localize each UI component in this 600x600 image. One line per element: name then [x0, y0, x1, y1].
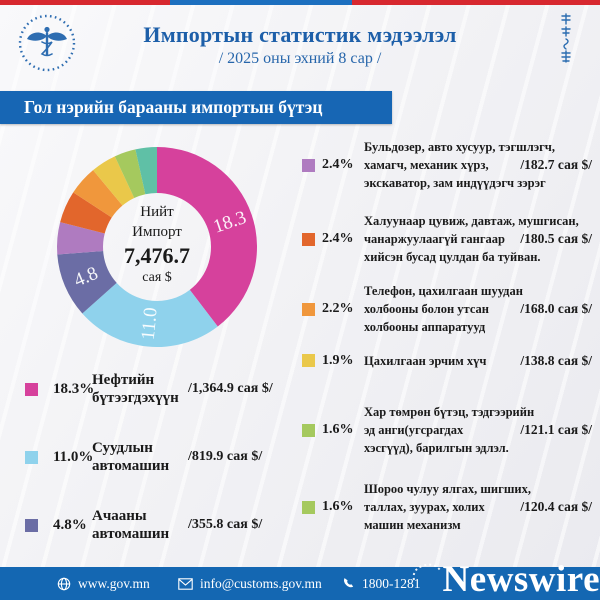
mongolian-script-icon	[561, 13, 571, 63]
donut-slice	[157, 147, 258, 327]
legend-percent: 18.3%	[53, 380, 95, 397]
legend-value: /355.8 сая $/	[188, 517, 263, 532]
legend-swatch	[302, 500, 315, 514]
strip-red-left	[0, 0, 170, 5]
legend-swatch	[302, 354, 315, 367]
legend-swatch	[302, 232, 315, 246]
footer-website-link[interactable]: www.gov.mn	[57, 567, 150, 600]
legend-name: Телефон, цахилгаан шуудан холбооны болон…	[364, 284, 523, 334]
page-title: Импортын статистик мэдээлэл	[143, 22, 457, 47]
envelope-icon	[178, 577, 193, 590]
donut-slice	[73, 170, 123, 218]
donut-chart-svg: 18.311.04.8	[57, 147, 258, 348]
phone-icon	[343, 578, 354, 588]
donut-slice	[93, 156, 135, 206]
legend-percent: 2.4%	[322, 231, 354, 246]
legend-value: /138.8 сая $/	[520, 352, 592, 368]
legend-value: /120.4 сая $/	[520, 499, 592, 514]
footer-phone-link[interactable]: 1800-1281	[342, 567, 421, 600]
legend-value: /121.1 сая $/	[520, 422, 592, 437]
legend-swatch	[25, 450, 38, 464]
donut-chart: 18.3 11.0 4.8	[47, 137, 267, 357]
legend-item: 11.0% Суудлын автомашин /819.9 сая $/	[25, 436, 297, 478]
legend-item: 1.6% Хар төмрөн бүтэц, тэдгээрийн эд анг…	[302, 403, 594, 457]
legend-name: Цахилгаан эрчим хүч	[364, 353, 487, 368]
legend-name: Халуунаар цувиж, давтаж, мушгисан, чанар…	[364, 214, 579, 264]
legend-percent: 1.6%	[322, 422, 354, 437]
legend-value: /182.7 сая $/	[520, 157, 592, 172]
legend-item: 2.2% Телефон, цахилгаан шуудан холбооны …	[302, 282, 594, 336]
legend-value: /180.5 сая $/	[520, 231, 592, 246]
donut-slice	[114, 149, 146, 199]
donut-slice	[60, 192, 112, 234]
section-banner: Гол нэрийн барааны импортын бүтэц	[0, 91, 392, 124]
donut-slice	[82, 282, 218, 348]
donut-slice	[57, 222, 105, 255]
legend-value: /819.9 сая $/	[188, 449, 263, 464]
legend-value: /1,364.9 сая $/	[188, 381, 273, 396]
footer-website-text: www.gov.mn	[78, 575, 150, 591]
donut-slice	[57, 251, 117, 314]
customs-logo	[16, 12, 78, 74]
legend-swatch	[302, 302, 315, 316]
legend-swatch	[302, 423, 315, 437]
footer-email-link[interactable]: info@customs.gov.mn	[178, 567, 322, 600]
legend-percent: 2.4%	[322, 157, 354, 172]
legend-name: Шороо чулуу ялгах, шигших, таллах, зуура…	[364, 482, 531, 532]
section-banner-title: Гол нэрийн барааны импортын бүтэц	[24, 97, 323, 117]
donut-slice-label: 11.0	[138, 306, 162, 340]
legend-item: 18.3% Нефтийн бүтээгдэхүүн /1,364.9 сая …	[25, 368, 297, 410]
legend-percent: 2.2%	[322, 301, 354, 316]
legend-swatch	[302, 158, 315, 172]
legend-name: Хар төмрөн бүтэц, тэдгээрийн эд анги(угс…	[364, 405, 535, 455]
legend-percent: 11.0%	[53, 448, 94, 465]
donut-slice	[135, 147, 157, 195]
legend-item: 2.4% Бульдозер, авто хусуур, тэгшлэгч, х…	[302, 138, 594, 192]
mongolian-script-decoration	[556, 12, 576, 64]
legend-percent: 1.9%	[322, 352, 354, 368]
header: Импортын статистик мэдээлэл / 2025 оны э…	[70, 22, 530, 70]
legend-name: Суудлын автомашин	[92, 439, 170, 475]
footer-email-text: info@customs.gov.mn	[200, 575, 322, 591]
legend-name: Ачааны автомашин	[92, 507, 170, 543]
strip-red-right	[352, 0, 600, 5]
customs-emblem-icon	[18, 14, 76, 72]
page-subtitle: / 2025 оны эхний 8 сар /	[218, 50, 382, 67]
legend-item: 4.8% Ачааны автомашин /355.8 сая $/	[25, 504, 297, 546]
legend-percent: 1.6%	[322, 499, 354, 514]
legend-item: 1.6% Шороо чулуу ялгах, шигших, таллах, …	[302, 480, 594, 534]
globe-icon	[57, 577, 71, 590]
legend-name: Бульдозер, авто хусуур, тэгшлэгч, хамагч…	[364, 140, 555, 190]
footer-phone-text: 1800-1281	[362, 575, 421, 591]
legend-swatch	[25, 518, 38, 532]
footer-bar: www.gov.mn info@customs.gov.mn 1800-1281	[0, 567, 600, 600]
legend-name: Нефтийн бүтээгдэхүүн	[92, 371, 179, 407]
strip-blue-center	[170, 0, 352, 5]
legend-item: 2.4% Халуунаар цувиж, давтаж, мушгисан, …	[302, 212, 594, 266]
legend-left: 18.3% Нефтийн бүтээгдэхүүн /1,364.9 сая …	[25, 368, 297, 572]
legend-percent: 4.8%	[53, 516, 87, 533]
legend-item: 1.9% Цахилгаан эрчим хүч /138.8 сая $/	[302, 351, 594, 370]
legend-right: 2.4% Бульдозер, авто хусуур, тэгшлэгч, х…	[302, 138, 594, 534]
top-color-strip	[0, 0, 600, 5]
legend-swatch	[25, 382, 38, 396]
legend-value: /168.0 сая $/	[520, 301, 592, 316]
